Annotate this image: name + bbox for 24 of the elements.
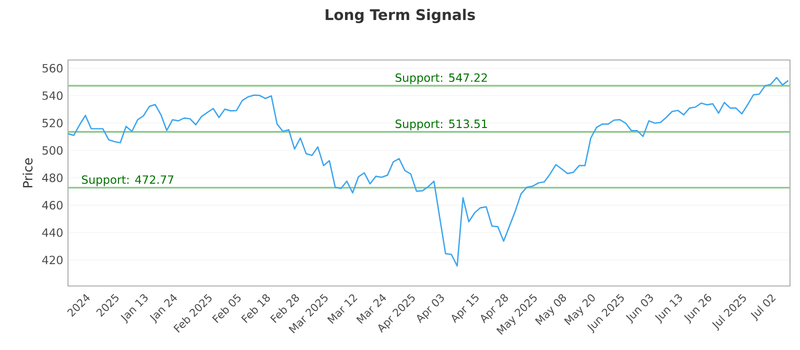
x-tick-label: Feb 18 — [241, 294, 270, 324]
x-tick-label: Jun 13 — [654, 294, 682, 324]
ref-line-label: Support: 513.51 — [396, 120, 487, 130]
ref-line-label: Support: 472.77 — [82, 175, 174, 186]
x-tick-label: Jan 13 — [120, 294, 148, 324]
x-tick-label: Jun 26 — [684, 294, 712, 324]
y-tick-label: 480 — [42, 174, 63, 182]
x-tick-label: Jun 03 — [626, 294, 653, 324]
y-tick-label: 540 — [42, 91, 63, 100]
y-tick-label: 420 — [42, 256, 63, 264]
y-tick-label: 440 — [42, 228, 63, 237]
x-tick-label: Apr 03 — [416, 294, 444, 324]
x-tick-label: Jan 24 — [150, 294, 177, 324]
x-tick-label: Jul 02 — [750, 294, 776, 322]
y-axis-title: Price — [22, 158, 33, 188]
ref-line-label: Support: 547.22 — [396, 73, 487, 84]
y-tick-label: 520 — [42, 118, 63, 128]
y-tick-label: 560 — [42, 64, 63, 73]
y-tick-label: 500 — [42, 146, 63, 155]
y-tick-label: 460 — [42, 200, 63, 210]
x-tick-label: Mar 12 — [327, 294, 358, 324]
x-tick-label: Feb 05 — [212, 294, 241, 324]
chart-title: Long Term Signals — [326, 8, 475, 24]
x-tick-label: Apr 15 — [452, 294, 478, 324]
